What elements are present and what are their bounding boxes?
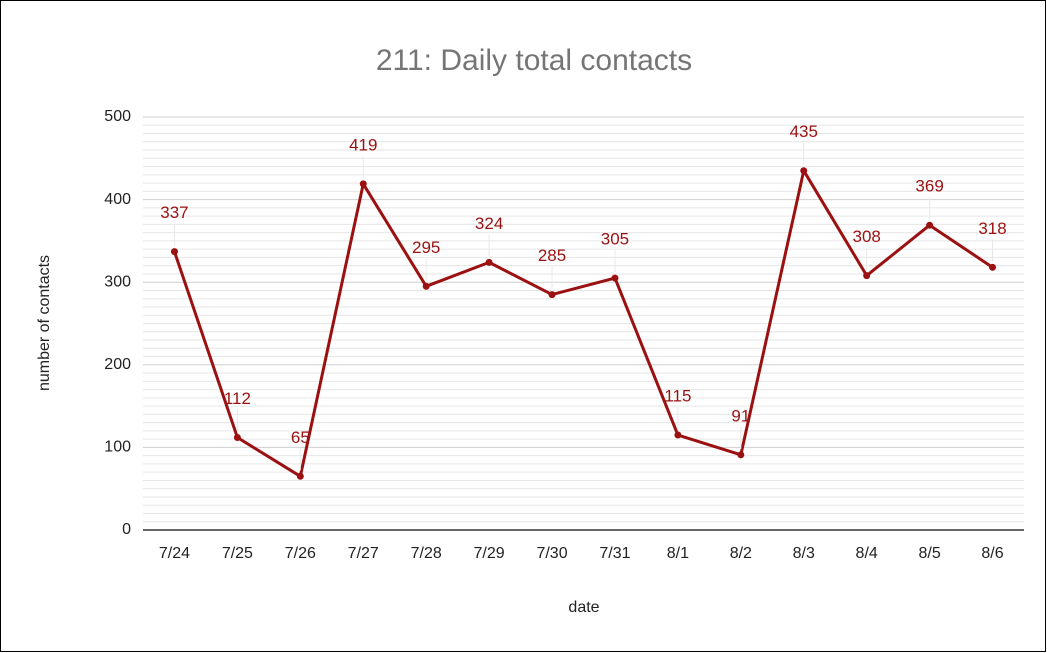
y-axis-label: number of contacts — [36, 255, 53, 391]
x-tick-label: 8/3 — [793, 545, 815, 562]
x-tick-label: 8/4 — [856, 545, 878, 562]
point — [233, 433, 241, 441]
line — [173, 169, 994, 478]
x-tick-label: 7/24 — [159, 545, 190, 562]
data-label: 318 — [978, 219, 1006, 238]
y-tick-label: 400 — [104, 191, 131, 208]
point — [737, 451, 745, 459]
x-tick-label: 7/25 — [222, 545, 253, 562]
data-label: 112 — [224, 389, 251, 408]
point — [422, 282, 430, 290]
x-tick-label: 7/30 — [536, 545, 567, 562]
y-tick-label: 0 — [122, 521, 131, 538]
x-tick-label: 8/1 — [667, 545, 689, 562]
point — [800, 167, 808, 175]
y-tick-label: 100 — [104, 439, 131, 456]
y-tick-label: 200 — [104, 356, 131, 373]
x-tick-label: 8/6 — [981, 545, 1003, 562]
data-label: 435 — [790, 122, 818, 141]
data-label: 65 — [291, 428, 310, 447]
x-tick-label: 8/5 — [918, 545, 940, 562]
point — [548, 291, 556, 299]
point — [611, 274, 619, 282]
x-tick-label: 7/27 — [348, 545, 379, 562]
point — [485, 258, 493, 266]
data-label: 91 — [731, 406, 750, 425]
data-label: 285 — [538, 246, 566, 265]
data-label: 295 — [412, 238, 440, 257]
data-label: 419 — [349, 135, 377, 154]
data-label: 115 — [664, 386, 691, 405]
data-label: 308 — [852, 227, 880, 246]
point — [296, 472, 304, 480]
point — [989, 263, 997, 271]
point — [674, 431, 682, 439]
x-tick-label: 7/29 — [474, 545, 505, 562]
y-tick-label: 500 — [104, 108, 131, 125]
data-label: 369 — [915, 177, 943, 196]
data-label: 324 — [475, 214, 503, 233]
x-tick-label: 8/2 — [730, 545, 752, 562]
point — [863, 272, 871, 280]
x-tick-label: 7/28 — [411, 545, 442, 562]
x-axis-label: date — [568, 599, 599, 616]
point — [926, 221, 934, 229]
x-tick-label: 7/26 — [285, 545, 316, 562]
chart-title: 211: Daily total contacts — [376, 44, 692, 77]
point — [170, 248, 178, 256]
data-label: 337 — [160, 203, 188, 222]
y-tick-label: 300 — [104, 273, 131, 290]
point — [359, 180, 367, 188]
data-label: 305 — [601, 230, 629, 249]
x-tick-label: 7/31 — [599, 545, 630, 562]
